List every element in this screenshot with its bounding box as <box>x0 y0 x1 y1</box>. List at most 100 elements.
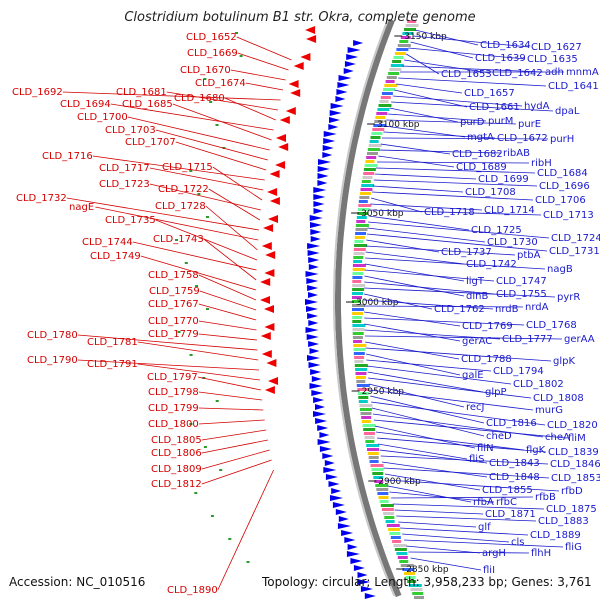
orf-reverse-arrow <box>306 35 317 43</box>
right-gene-label: CLD_1627 <box>531 42 582 53</box>
cog-band-segment <box>402 568 415 571</box>
left-gene-label: CLD_1674 <box>195 78 246 89</box>
right-gene-label: galE <box>462 370 484 381</box>
cog-band-segment <box>358 396 369 399</box>
orf-arrow <box>319 446 332 452</box>
cog-band-segment <box>352 284 366 287</box>
cog-band-segment <box>379 100 389 103</box>
cog-band-segment <box>397 556 408 559</box>
genome-summary: Topology: circular; Length: 3,958,233 bp… <box>262 575 592 589</box>
cog-band-segment <box>364 164 378 167</box>
orf-arrow <box>350 558 363 564</box>
right-gene-label: CLD_1699 <box>478 174 529 185</box>
orf-reverse-arrow <box>285 107 296 115</box>
cog-band-segment <box>383 88 396 91</box>
orf-reverse-arrow <box>288 80 299 88</box>
right-gene-label: cheD <box>486 431 512 442</box>
cog-band-segment <box>359 404 373 407</box>
orf-arrow <box>347 544 358 550</box>
orf-arrow <box>313 201 325 207</box>
cog-band-segment <box>390 536 401 539</box>
right-label-leader <box>404 59 491 74</box>
cog-band-segment <box>388 528 401 531</box>
cog-band-segment <box>384 84 398 87</box>
right-gene-label: CLD_1853 <box>551 473 600 484</box>
right-label-leader <box>391 496 534 499</box>
cog-band-segment <box>359 192 371 195</box>
cog-band-segment <box>352 312 364 315</box>
rna-marker <box>197 193 201 195</box>
right-label-leader <box>402 533 510 543</box>
orf-reverse-arrow <box>268 215 278 223</box>
left-gene-label: CLD_1652 <box>186 32 237 43</box>
right-gene-label: CLD_1642 <box>492 68 543 79</box>
orf-reverse-arrow <box>275 161 286 169</box>
orf-arrow <box>335 96 346 102</box>
right-gene-label: cls <box>511 537 525 548</box>
left-label-leader <box>197 376 261 391</box>
left-label-leader <box>92 155 265 181</box>
left-label-leader <box>198 333 258 341</box>
left-label-leader <box>217 469 274 591</box>
cog-band-segment <box>381 508 394 511</box>
right-gene-label: CLD_1769 <box>462 321 513 332</box>
orf-reverse-arrow <box>276 134 286 142</box>
right-label-leader <box>370 197 423 213</box>
kbp-tick-label: 3000 kbp <box>356 298 399 308</box>
cog-band-segment <box>381 92 393 95</box>
cog-band-segment <box>377 492 389 495</box>
orf-reverse-arrow <box>264 305 274 313</box>
right-gene-label: rfbD <box>561 486 583 497</box>
left-label-leader <box>155 129 269 161</box>
cog-band-segment <box>352 304 365 307</box>
orf-arrow <box>318 159 331 165</box>
right-gene-label: CLD_1848 <box>489 472 540 483</box>
right-gene-label: nrdA <box>525 302 549 313</box>
cog-band-segment <box>405 24 419 27</box>
right-gene-label: murG <box>535 405 563 416</box>
left-label-leader <box>205 205 258 251</box>
left-gene-label: CLD_1800 <box>148 419 199 430</box>
right-gene-label: ligT <box>466 276 485 287</box>
right-label-leader <box>380 143 451 155</box>
cog-band-segment <box>407 20 417 23</box>
orf-arrow <box>306 306 318 312</box>
orf-reverse-arrow <box>265 251 276 259</box>
cog-band-segment <box>356 216 367 219</box>
right-label-leader <box>404 539 564 548</box>
orf-arrow <box>346 54 359 60</box>
right-label-leader <box>364 311 461 327</box>
rna-marker <box>206 216 209 218</box>
orf-arrow <box>330 103 344 109</box>
right-label-leader <box>363 299 494 310</box>
rna-marker <box>194 492 198 494</box>
orf-arrow <box>325 474 338 480</box>
orf-arrow <box>317 166 330 172</box>
cog-band-segment <box>352 320 362 323</box>
cog-band-segment <box>397 44 411 47</box>
right-label-leader <box>381 461 488 478</box>
cog-band-segment <box>380 504 394 507</box>
orf-reverse-arrow <box>300 53 311 61</box>
left-gene-label: CLD_1669 <box>187 48 238 59</box>
cog-band-segment <box>370 464 384 467</box>
orf-arrow <box>353 40 364 46</box>
left-gene-label: nagE <box>69 202 94 213</box>
right-label-leader <box>365 347 552 362</box>
cog-band-segment <box>357 212 369 215</box>
right-gene-label: CLD_1846 <box>550 459 600 470</box>
orf-arrow <box>346 551 360 557</box>
right-gene-label: cheA <box>545 432 570 443</box>
left-gene-label: CLD_1780 <box>27 330 78 341</box>
left-gene-label: CLD_1758 <box>148 270 199 281</box>
right-gene-label: nagB <box>547 264 573 275</box>
orf-arrow <box>305 271 319 277</box>
rna-marker <box>203 78 207 80</box>
right-gene-label: glpP <box>485 387 507 398</box>
right-gene-label: recJ <box>466 402 485 413</box>
right-gene-label: mgtA <box>467 132 494 143</box>
right-label-leader <box>367 371 484 393</box>
cog-band-segment <box>383 512 395 515</box>
cog-band-segment <box>371 468 384 471</box>
right-label-leader <box>415 29 479 46</box>
